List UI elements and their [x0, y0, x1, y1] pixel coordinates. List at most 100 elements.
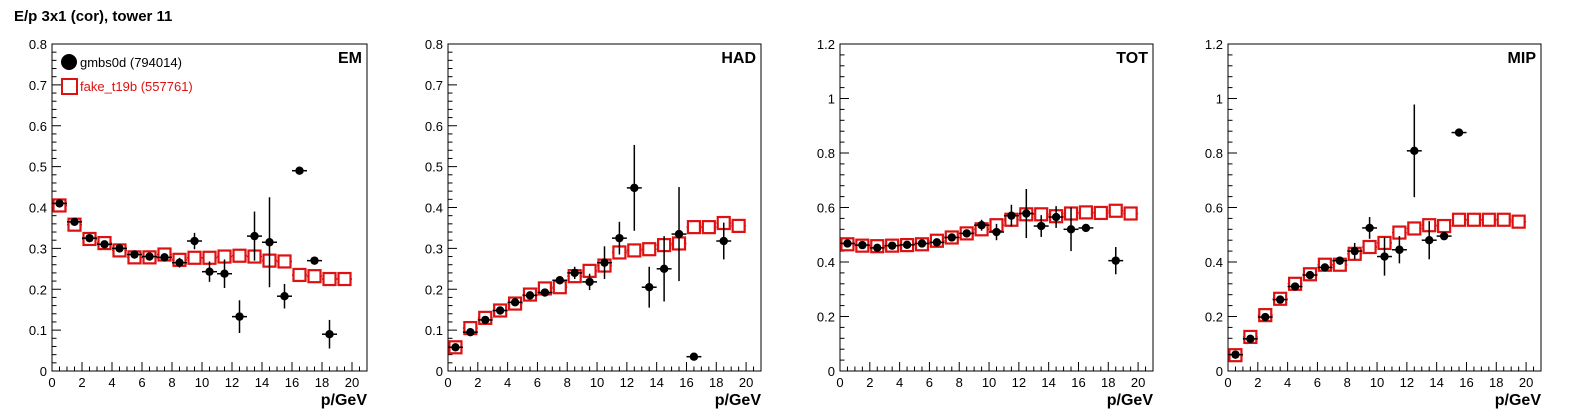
fake-data-point	[187, 250, 202, 265]
gmbs-data-point	[172, 257, 187, 268]
fake-data-point	[292, 267, 307, 283]
gmbs-data-point	[537, 288, 553, 297]
x-tick-label: 2	[78, 375, 85, 390]
gmbs-data-point	[914, 239, 930, 248]
gmbs-marker-circle	[585, 277, 594, 287]
gmbs-data-point	[1272, 295, 1288, 304]
y-tick-label: 0.5	[425, 160, 443, 175]
fake-marker-square	[701, 220, 716, 235]
gmbs-marker-circle	[510, 298, 520, 307]
fake-marker-square	[322, 271, 337, 287]
gmbs-marker-circle	[1350, 246, 1359, 256]
gmbs-marker-circle	[145, 252, 154, 261]
y-tick-label: 0.7	[425, 78, 443, 93]
gmbs-marker-circle	[917, 239, 927, 248]
gmbs-marker-circle	[250, 231, 259, 241]
x-tick-label: 16	[1071, 375, 1085, 390]
gmbs-marker-circle	[280, 291, 289, 301]
gmbs-marker-circle	[1305, 270, 1315, 280]
gmbs-data-point	[82, 233, 97, 243]
gmbs-data-point	[1317, 263, 1333, 272]
gmbs-data-point	[884, 241, 900, 250]
x-tick-label: 14	[1429, 375, 1443, 390]
fake-marker-square	[187, 250, 202, 265]
gmbs-data-point	[974, 219, 990, 231]
x-tick-label: 6	[926, 375, 933, 390]
y-tick-label: 0.3	[29, 241, 47, 256]
fake-marker-square	[686, 220, 702, 235]
gmbs-marker-circle	[615, 233, 624, 243]
fake-marker-square	[1451, 212, 1467, 227]
gmbs-marker-circle	[55, 199, 64, 208]
fake-marker-square	[1093, 205, 1108, 221]
x-axis-label: p/GeV	[1495, 392, 1542, 409]
fake-marker-square	[731, 218, 746, 233]
gmbs-data-point	[142, 252, 157, 261]
y-tick-label: 0.4	[425, 201, 443, 216]
x-tick-label: 18	[315, 375, 329, 390]
fake-marker-square	[1466, 212, 1482, 227]
legend-gmbs-marker	[61, 54, 77, 70]
gmbs-data-point	[989, 223, 1004, 241]
fake-data-point	[1436, 218, 1452, 234]
x-tick-label: 2	[866, 375, 873, 390]
gmbs-data-point	[1228, 350, 1243, 359]
y-tick-label: 0.2	[425, 282, 443, 297]
gmbs-data-point	[202, 261, 217, 282]
y-tick-label: 0	[1216, 364, 1223, 379]
fake-data-point	[626, 243, 642, 258]
gmbs-data-point	[1018, 188, 1034, 239]
y-tick-label: 0.1	[425, 323, 443, 338]
gmbs-data-point	[1362, 217, 1378, 239]
gmbs-data-point	[52, 199, 67, 208]
y-tick-label: 0	[436, 364, 443, 379]
x-tick-label: 12	[1012, 375, 1026, 390]
chart-panel-em: 0 2 4 6 8 10 12 14 16 18 20 p/GeV 0 0.1 0.2 0.3 0.4 0.5 0.…	[29, 37, 368, 409]
x-tick-label: 4	[896, 375, 903, 390]
fake-data-point	[1451, 212, 1467, 227]
y-tick-label: 0	[828, 364, 835, 379]
gmbs-marker-circle	[887, 241, 897, 250]
fake-marker-square	[627, 243, 642, 258]
gmbs-data-point	[477, 315, 493, 325]
gmbs-data-point	[112, 244, 127, 253]
x-tick-label: 20	[739, 375, 753, 390]
chart-panel-had: 0 2 4 6 8 10 12 14 16 18 20 p/GeV 0 0.1 0.2 0.3 0.4 0.5 0.…	[425, 37, 762, 409]
fake-data-point	[641, 242, 657, 257]
gmbs-data-point	[507, 298, 523, 307]
fake-marker-square	[1481, 212, 1496, 227]
x-tick-label: 0	[836, 375, 843, 390]
y-tick-label: 0.4	[29, 201, 47, 216]
gmbs-marker-circle	[932, 238, 942, 247]
x-tick-label: 18	[1101, 375, 1115, 390]
chart-panel-tot: 0 2 4 6 8 10 12 14 16 18 20 p/GeV 0 0.2 0.4 0.6 0.8 1 1.2 T…	[817, 37, 1154, 409]
gmbs-data-point	[611, 221, 627, 255]
gmbs-data-point	[1451, 128, 1467, 137]
y-tick-label: 0.4	[817, 255, 835, 270]
x-tick-label: 10	[1370, 375, 1384, 390]
x-tick-label: 0	[48, 375, 55, 390]
fake-data-point	[701, 220, 717, 235]
x-tick-label: 8	[956, 375, 963, 390]
y-tick-label: 0.8	[817, 146, 835, 161]
y-tick-label: 0.5	[29, 160, 47, 175]
panel-label: MIP	[1508, 50, 1537, 67]
legend: gmbs0d (794014) fake_t19b (557761)	[61, 54, 193, 95]
x-tick-label: 18	[1489, 375, 1503, 390]
gmbs-data-point	[959, 229, 975, 238]
gmbs-marker-circle	[600, 258, 609, 267]
fake-data-point	[1108, 203, 1124, 218]
x-tick-label: 12	[1400, 375, 1414, 390]
gmbs-marker-circle	[858, 240, 867, 250]
gmbs-marker-circle	[100, 240, 109, 249]
gmbs-data-point	[187, 232, 202, 250]
gmbs-data-point	[448, 343, 463, 352]
gmbs-data-point	[899, 240, 915, 250]
gmbs-marker-circle	[190, 236, 199, 246]
y-tick-label: 0.1	[29, 323, 47, 338]
chart-panel-mip: 0 2 4 6 8 10 12 14 16 18 20 p/GeV 0 0.2 0.4 0.6 0.8 1 1.2 M…	[1205, 37, 1542, 409]
gmbs-marker-circle	[873, 243, 882, 253]
gmbs-marker-circle	[235, 312, 244, 321]
fake-marker-square	[1362, 239, 1377, 255]
